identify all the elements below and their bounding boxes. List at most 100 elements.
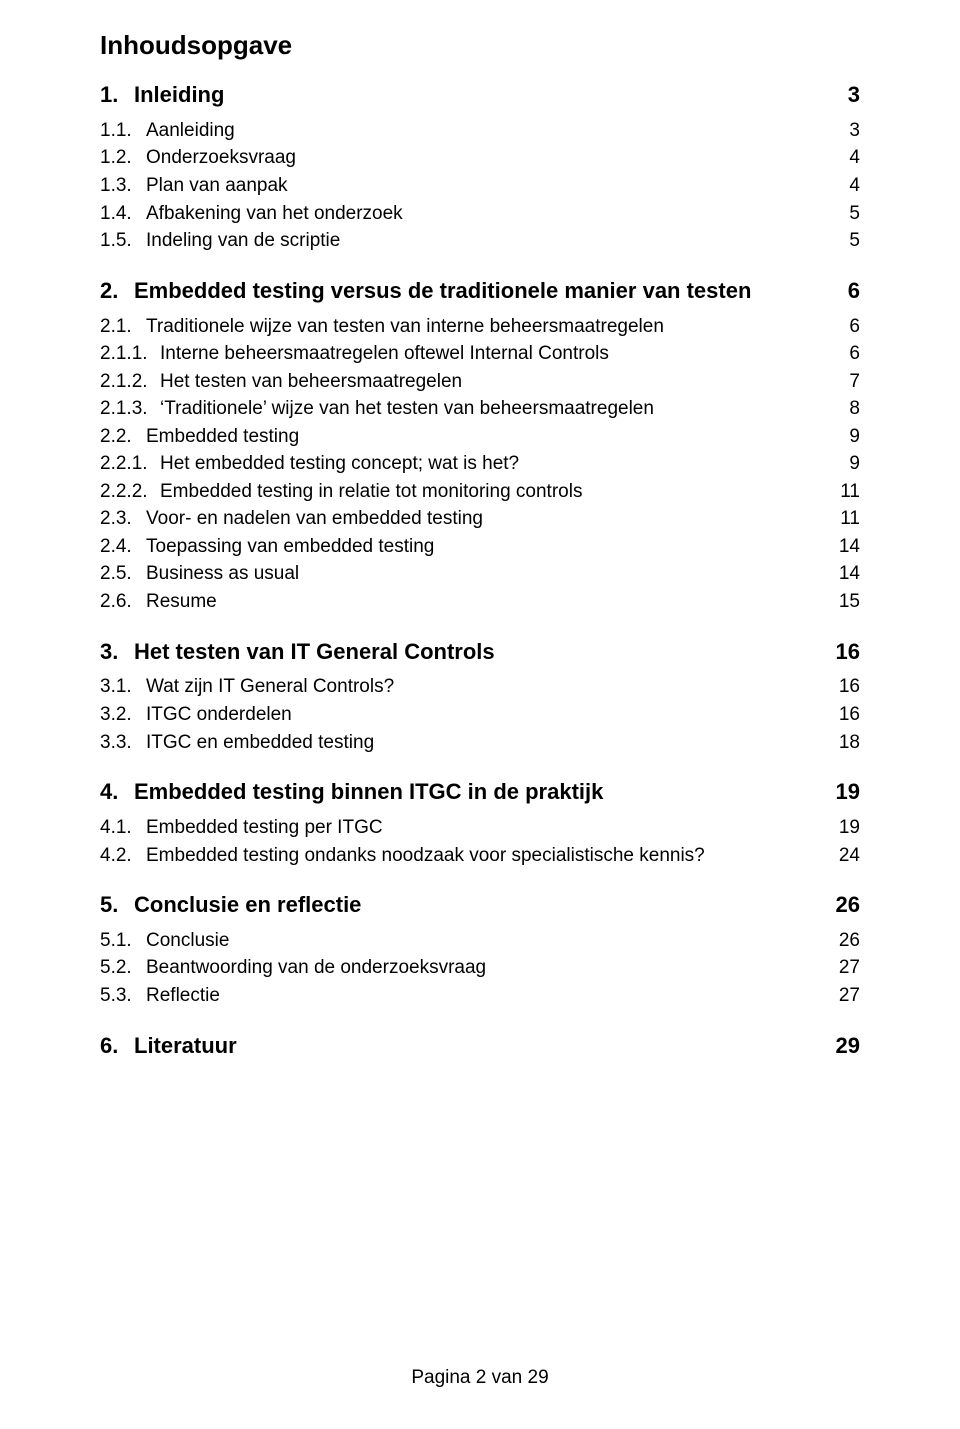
toc-label: 4.Embedded testing binnen ITGC in de pra… <box>100 776 820 808</box>
toc-page-number: 26 <box>820 889 860 921</box>
toc-page-number: 19 <box>820 814 860 842</box>
toc-number: 2.3. <box>100 505 146 533</box>
toc-page-number: 9 <box>820 450 860 478</box>
toc-number: 1.5. <box>100 227 146 255</box>
toc-label: 2.3.Voor- en nadelen van embedded testin… <box>100 505 820 533</box>
toc-label: 1.5.Indeling van de scriptie <box>100 227 820 255</box>
toc-label: 4.1.Embedded testing per ITGC <box>100 814 820 842</box>
toc-number: 2.5. <box>100 560 146 588</box>
toc-row: 5.3.Reflectie27 <box>100 982 860 1010</box>
toc-page-number: 5 <box>820 227 860 255</box>
toc-number: 4.2. <box>100 842 146 870</box>
toc-number: 1.2. <box>100 144 146 172</box>
toc-number: 2.1. <box>100 313 146 341</box>
toc-label: 3.1.Wat zijn IT General Controls? <box>100 673 820 701</box>
toc-page-number: 16 <box>820 673 860 701</box>
toc-page-number: 19 <box>820 776 860 808</box>
toc-page-number: 24 <box>820 842 860 870</box>
toc-page-number: 5 <box>820 200 860 228</box>
toc-label: 1.2.Onderzoeksvraag <box>100 144 820 172</box>
toc-row: 1.4.Afbakening van het onderzoek5 <box>100 200 860 228</box>
toc-number: 2. <box>100 275 134 307</box>
toc-number: 1.4. <box>100 200 146 228</box>
toc-label: 2.1.2.Het testen van beheersmaatregelen <box>100 368 820 396</box>
toc-number: 3.3. <box>100 729 146 757</box>
toc-number: 2.1.3. <box>100 395 160 423</box>
toc-label: 2.5.Business as usual <box>100 560 820 588</box>
toc-number: 2.4. <box>100 533 146 561</box>
toc-number: 2.1.1. <box>100 340 160 368</box>
table-of-contents: 1.Inleiding31.1.Aanleiding31.2.Onderzoek… <box>100 79 860 1327</box>
toc-row: 5.Conclusie en reflectie26 <box>100 889 860 921</box>
toc-label: 6.Literatuur <box>100 1030 820 1062</box>
toc-page-number: 6 <box>820 313 860 341</box>
toc-row: 1.2.Onderzoeksvraag4 <box>100 144 860 172</box>
toc-section: 5.Conclusie en reflectie265.1.Conclusie2… <box>100 889 860 1010</box>
toc-label: 2.1.3.‘Traditionele’ wijze van het teste… <box>100 395 820 423</box>
toc-row: 3.1.Wat zijn IT General Controls?16 <box>100 673 860 701</box>
toc-row: 6.Literatuur29 <box>100 1030 860 1062</box>
toc-row: 2.3.Voor- en nadelen van embedded testin… <box>100 505 860 533</box>
toc-row: 1.Inleiding3 <box>100 79 860 111</box>
toc-label: 2.1.1.Interne beheersmaatregelen oftewel… <box>100 340 820 368</box>
toc-row: 2.4.Toepassing van embedded testing14 <box>100 533 860 561</box>
toc-number: 5.2. <box>100 954 146 982</box>
toc-row: 4.1.Embedded testing per ITGC19 <box>100 814 860 842</box>
toc-page-number: 6 <box>820 340 860 368</box>
toc-page-number: 14 <box>820 560 860 588</box>
toc-page-number: 8 <box>820 395 860 423</box>
toc-number: 1.3. <box>100 172 146 200</box>
toc-label: 5.3.Reflectie <box>100 982 820 1010</box>
toc-number: 1. <box>100 79 134 111</box>
toc-number: 4.1. <box>100 814 146 842</box>
toc-label: 2.2.2.Embedded testing in relatie tot mo… <box>100 478 820 506</box>
toc-page-number: 11 <box>820 505 860 533</box>
toc-row: 2.1.2.Het testen van beheersmaatregelen7 <box>100 368 860 396</box>
toc-label: 3.2.ITGC onderdelen <box>100 701 820 729</box>
toc-row: 2.6.Resume15 <box>100 588 860 616</box>
toc-number: 1.1. <box>100 117 146 145</box>
toc-page-number: 7 <box>820 368 860 396</box>
toc-row: 2.1.3.‘Traditionele’ wijze van het teste… <box>100 395 860 423</box>
toc-row: 4.Embedded testing binnen ITGC in de pra… <box>100 776 860 808</box>
toc-row: 1.3.Plan van aanpak4 <box>100 172 860 200</box>
toc-number: 6. <box>100 1030 134 1062</box>
toc-label: 4.2.Embedded testing ondanks noodzaak vo… <box>100 842 820 870</box>
toc-section: 3.Het testen van IT General Controls163.… <box>100 636 860 757</box>
toc-row: 2.2.1.Het embedded testing concept; wat … <box>100 450 860 478</box>
toc-row: 2.5.Business as usual14 <box>100 560 860 588</box>
toc-label: 1.1.Aanleiding <box>100 117 820 145</box>
toc-page-number: 4 <box>820 144 860 172</box>
toc-page-number: 16 <box>820 636 860 668</box>
toc-label: 3.Het testen van IT General Controls <box>100 636 820 668</box>
toc-number: 2.6. <box>100 588 146 616</box>
toc-number: 5.1. <box>100 927 146 955</box>
toc-row: 3.Het testen van IT General Controls16 <box>100 636 860 668</box>
toc-page-number: 3 <box>820 117 860 145</box>
toc-label: 1.4.Afbakening van het onderzoek <box>100 200 820 228</box>
toc-row: 2.2.2.Embedded testing in relatie tot mo… <box>100 478 860 506</box>
toc-section: 1.Inleiding31.1.Aanleiding31.2.Onderzoek… <box>100 79 860 255</box>
toc-number: 2.2. <box>100 423 146 451</box>
toc-section: 4.Embedded testing binnen ITGC in de pra… <box>100 776 860 869</box>
toc-row: 2.1.1.Interne beheersmaatregelen oftewel… <box>100 340 860 368</box>
toc-label: 2.4.Toepassing van embedded testing <box>100 533 820 561</box>
toc-row: 3.3.ITGC en embedded testing18 <box>100 729 860 757</box>
toc-label: 5.2.Beantwoording van de onderzoeksvraag <box>100 954 820 982</box>
toc-label: 2.1.Traditionele wijze van testen van in… <box>100 313 820 341</box>
toc-page-number: 3 <box>820 79 860 111</box>
toc-row: 1.5.Indeling van de scriptie5 <box>100 227 860 255</box>
toc-label: 2.2.1.Het embedded testing concept; wat … <box>100 450 820 478</box>
page-footer: Pagina 2 van 29 <box>100 1327 860 1389</box>
toc-section: 6.Literatuur29 <box>100 1030 860 1062</box>
toc-label: 5.Conclusie en reflectie <box>100 889 820 921</box>
toc-number: 2.1.2. <box>100 368 160 396</box>
toc-row: 1.1.Aanleiding3 <box>100 117 860 145</box>
toc-page-number: 9 <box>820 423 860 451</box>
toc-number: 5. <box>100 889 134 921</box>
toc-page-number: 6 <box>820 275 860 307</box>
toc-number: 3. <box>100 636 134 668</box>
toc-page-number: 16 <box>820 701 860 729</box>
toc-row: 4.2.Embedded testing ondanks noodzaak vo… <box>100 842 860 870</box>
toc-page-number: 15 <box>820 588 860 616</box>
